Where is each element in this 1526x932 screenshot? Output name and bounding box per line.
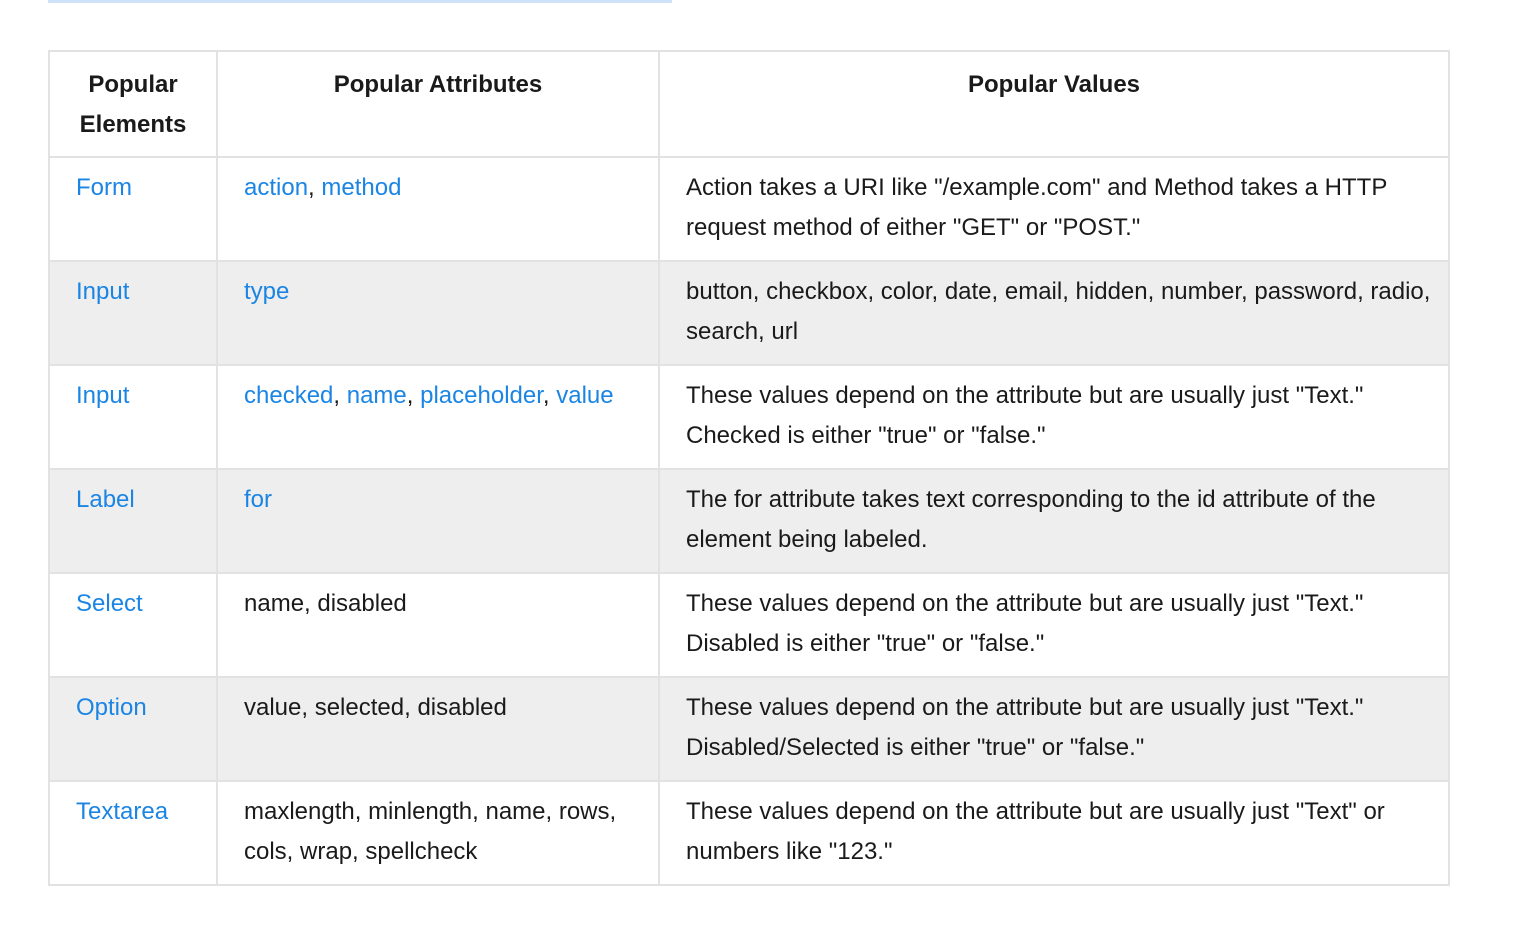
element-cell: Form: [48, 156, 218, 262]
element-link[interactable]: Input: [76, 278, 130, 305]
attribute-link[interactable]: name: [346, 382, 407, 409]
attribute-link[interactable]: for: [244, 486, 273, 513]
element-link[interactable]: Option: [76, 694, 147, 721]
table-row: Select name, disabled These values depend …: [48, 572, 1450, 678]
values-cell: Action takes a URI like "/example.com" a…: [658, 156, 1450, 262]
attribute-separator: ,: [333, 382, 347, 409]
values-cell: These values depend on the attribute but…: [658, 780, 1450, 886]
attribute-link[interactable]: action: [244, 174, 309, 201]
table-row: Input type button, checkbox, color, date, …: [48, 260, 1450, 366]
values-cell: These values depend on the attribute but…: [658, 676, 1450, 782]
attributes-cell: type: [216, 260, 660, 366]
attributes-cell: action, method: [216, 156, 660, 262]
attribute-link[interactable]: type: [244, 278, 290, 305]
element-link[interactable]: Input: [76, 382, 130, 409]
table-header-row: Popular Elements Popular Attributes Popu…: [48, 50, 1450, 158]
attribute-separator: ,: [308, 174, 322, 201]
element-cell: Input: [48, 260, 218, 366]
element-link[interactable]: Label: [76, 486, 135, 513]
attributes-text: name, disabled: [244, 590, 407, 617]
attributes-text: value, selected, disabled: [244, 694, 507, 721]
table-row: Textarea maxlength, minlength, name, rows…: [48, 780, 1450, 886]
attribute-separator: ,: [542, 382, 557, 409]
attributes-cell: value, selected, disabled: [216, 676, 660, 782]
attributes-cell: maxlength, minlength, name, rows, cols, …: [216, 780, 660, 886]
values-text: The for attribute takes text correspondi…: [686, 486, 1376, 553]
values-text: Action takes a URI like "/example.com" a…: [686, 174, 1387, 241]
attributes-cell: for: [216, 468, 660, 574]
values-text: These values depend on the attribute but…: [686, 590, 1364, 657]
table-row: Option value, selected, disabled These val…: [48, 676, 1450, 782]
table-row: Form action, method Action takes a URI lik…: [48, 156, 1450, 262]
html-elements-table: Popular Elements Popular Attributes Popu…: [48, 50, 1450, 886]
element-cell: Textarea: [48, 780, 218, 886]
values-text: These values depend on the attribute but…: [686, 798, 1385, 865]
table-row: Label for The for attribute takes text cor…: [48, 468, 1450, 574]
table-row: Input checked, name, placeholder, value Th…: [48, 364, 1450, 470]
attribute-link[interactable]: checked: [244, 382, 334, 409]
attributes-cell: name, disabled: [216, 572, 660, 678]
values-text: button, checkbox, color, date, email, hi…: [686, 278, 1431, 345]
header-popular-attributes: Popular Attributes: [216, 50, 660, 158]
element-cell: Input: [48, 364, 218, 470]
attribute-separator: ,: [406, 382, 421, 409]
attribute-link[interactable]: value: [556, 382, 614, 409]
table-body: Form action, method Action takes a URI lik…: [48, 156, 1450, 886]
element-cell: Option: [48, 676, 218, 782]
values-text: These values depend on the attribute but…: [686, 382, 1364, 449]
header-popular-values: Popular Values: [658, 50, 1450, 158]
values-cell: button, checkbox, color, date, email, hi…: [658, 260, 1450, 366]
element-link[interactable]: Textarea: [76, 798, 169, 825]
attribute-link[interactable]: method: [321, 174, 402, 201]
attributes-text: maxlength, minlength, name, rows, cols, …: [244, 798, 617, 865]
element-cell: Select: [48, 572, 218, 678]
values-text: These values depend on the attribute but…: [686, 694, 1364, 761]
element-cell: Label: [48, 468, 218, 574]
values-cell: These values depend on the attribute but…: [658, 364, 1450, 470]
element-link[interactable]: Select: [76, 590, 143, 617]
attributes-cell: checked, name, placeholder, value: [216, 364, 660, 470]
heading-underline: [48, 0, 672, 3]
values-cell: The for attribute takes text correspondi…: [658, 468, 1450, 574]
attribute-link[interactable]: placeholder: [420, 382, 543, 409]
element-link[interactable]: Form: [76, 174, 132, 201]
header-popular-elements: Popular Elements: [48, 50, 218, 158]
values-cell: These values depend on the attribute but…: [658, 572, 1450, 678]
